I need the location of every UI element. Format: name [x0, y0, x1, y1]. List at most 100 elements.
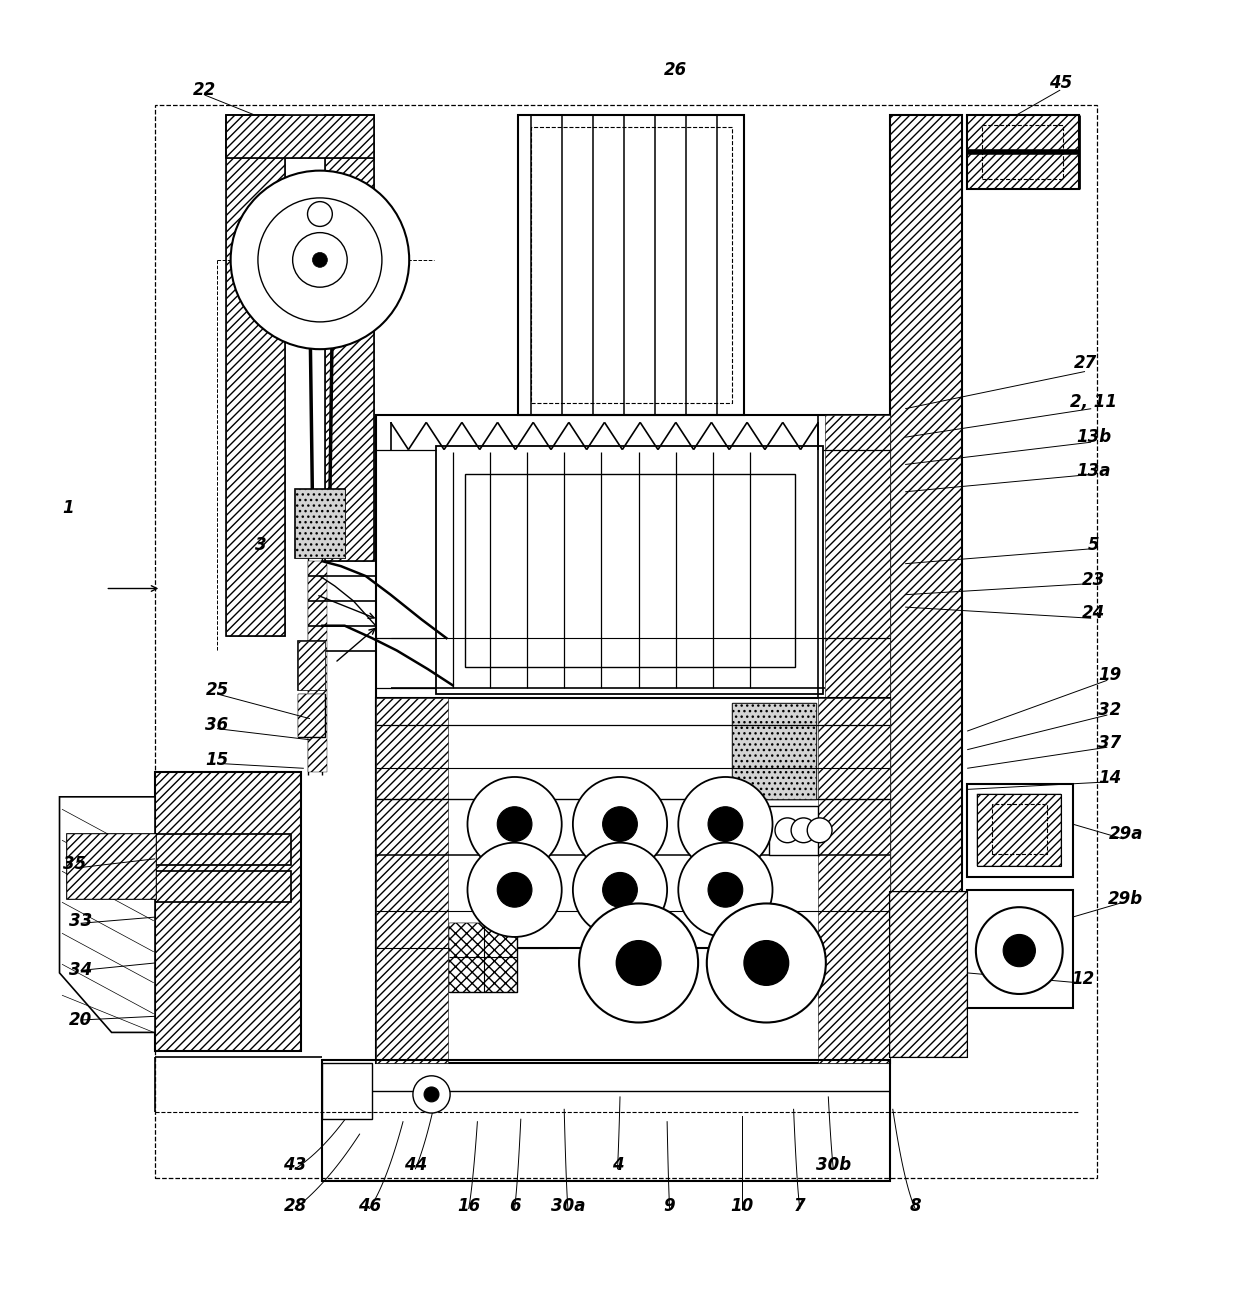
Bar [298, 640, 325, 690]
Text: 30a: 30a [551, 1197, 585, 1215]
Text: 23: 23 [1083, 571, 1105, 589]
Bar [376, 415, 890, 948]
Bar [298, 693, 325, 738]
Bar [155, 834, 291, 865]
Text: 12: 12 [1071, 971, 1094, 987]
Bar [890, 114, 962, 1058]
Bar [226, 114, 285, 636]
Text: 36: 36 [206, 716, 228, 734]
Bar [325, 114, 374, 561]
Text: 1: 1 [62, 498, 74, 516]
Text: 22: 22 [193, 81, 216, 99]
Circle shape [497, 873, 532, 907]
Bar [890, 892, 967, 1058]
Text: 9: 9 [663, 1197, 676, 1215]
Text: 26: 26 [665, 61, 687, 79]
Text: 16: 16 [458, 1197, 480, 1215]
Text: 34: 34 [69, 961, 92, 980]
Circle shape [293, 233, 347, 288]
Circle shape [603, 807, 637, 842]
Bar [298, 693, 325, 738]
Bar [818, 697, 890, 1063]
Bar [769, 805, 818, 855]
Circle shape [573, 777, 667, 872]
Bar [890, 114, 962, 1058]
Bar [155, 771, 301, 1051]
Text: 30b: 30b [816, 1157, 851, 1174]
Circle shape [708, 873, 743, 907]
Bar [155, 872, 291, 902]
Circle shape [413, 1076, 450, 1114]
Text: 15: 15 [206, 751, 228, 769]
Circle shape [791, 818, 816, 843]
Text: 3: 3 [254, 536, 267, 554]
Text: 37: 37 [1099, 735, 1121, 752]
Polygon shape [60, 796, 155, 1033]
Circle shape [708, 807, 743, 842]
Text: 8: 8 [909, 1197, 921, 1215]
Text: 2, 11: 2, 11 [1070, 393, 1117, 411]
Text: 13b: 13b [1076, 428, 1111, 446]
Bar [376, 697, 448, 1063]
Bar [67, 834, 156, 899]
Text: 33: 33 [69, 912, 92, 930]
Bar [322, 1063, 372, 1119]
Circle shape [579, 903, 698, 1023]
Bar [325, 114, 374, 561]
Bar [967, 114, 1079, 189]
Bar [967, 890, 1073, 1007]
Text: 43: 43 [284, 1157, 306, 1174]
Text: 6: 6 [508, 1197, 521, 1215]
Bar [518, 114, 744, 415]
Bar [295, 489, 345, 558]
Circle shape [573, 843, 667, 937]
Circle shape [603, 873, 637, 907]
Text: 46: 46 [358, 1197, 381, 1215]
Bar [308, 561, 327, 771]
Text: 24: 24 [1083, 604, 1105, 622]
Bar [967, 114, 1079, 189]
Bar [67, 834, 156, 899]
Bar [531, 127, 732, 402]
Bar [967, 785, 1073, 877]
Bar [465, 475, 795, 666]
Bar [977, 795, 1061, 866]
Text: 35: 35 [63, 855, 86, 873]
Text: 19: 19 [1099, 666, 1121, 684]
Bar [226, 114, 285, 636]
Circle shape [258, 198, 382, 321]
Text: 29b: 29b [1109, 890, 1143, 908]
Text: 27: 27 [1074, 354, 1096, 372]
Bar [825, 415, 890, 948]
Circle shape [312, 252, 327, 267]
Text: 20: 20 [69, 1011, 92, 1029]
Bar [890, 892, 967, 1058]
Bar [977, 795, 1061, 866]
Circle shape [744, 941, 789, 985]
Circle shape [775, 818, 800, 843]
Text: 14: 14 [1099, 769, 1121, 787]
Text: 44: 44 [404, 1157, 427, 1174]
Bar [155, 872, 291, 902]
Bar [155, 771, 301, 1051]
Bar [226, 114, 374, 159]
Bar [376, 697, 890, 1063]
Bar [226, 114, 374, 159]
Circle shape [231, 170, 409, 349]
Circle shape [424, 1086, 439, 1102]
Text: 5: 5 [1087, 536, 1100, 554]
Circle shape [1003, 934, 1035, 967]
Bar [155, 834, 291, 865]
Text: 29a: 29a [1109, 825, 1143, 843]
Text: 32: 32 [1099, 701, 1121, 719]
Circle shape [467, 843, 562, 937]
Bar [155, 105, 1097, 1177]
Bar [732, 703, 816, 799]
Bar [298, 640, 325, 690]
Bar [982, 125, 1063, 180]
Circle shape [976, 907, 1063, 994]
Text: 4: 4 [611, 1157, 624, 1174]
Circle shape [497, 807, 532, 842]
Bar [436, 446, 823, 693]
Bar [992, 804, 1047, 853]
